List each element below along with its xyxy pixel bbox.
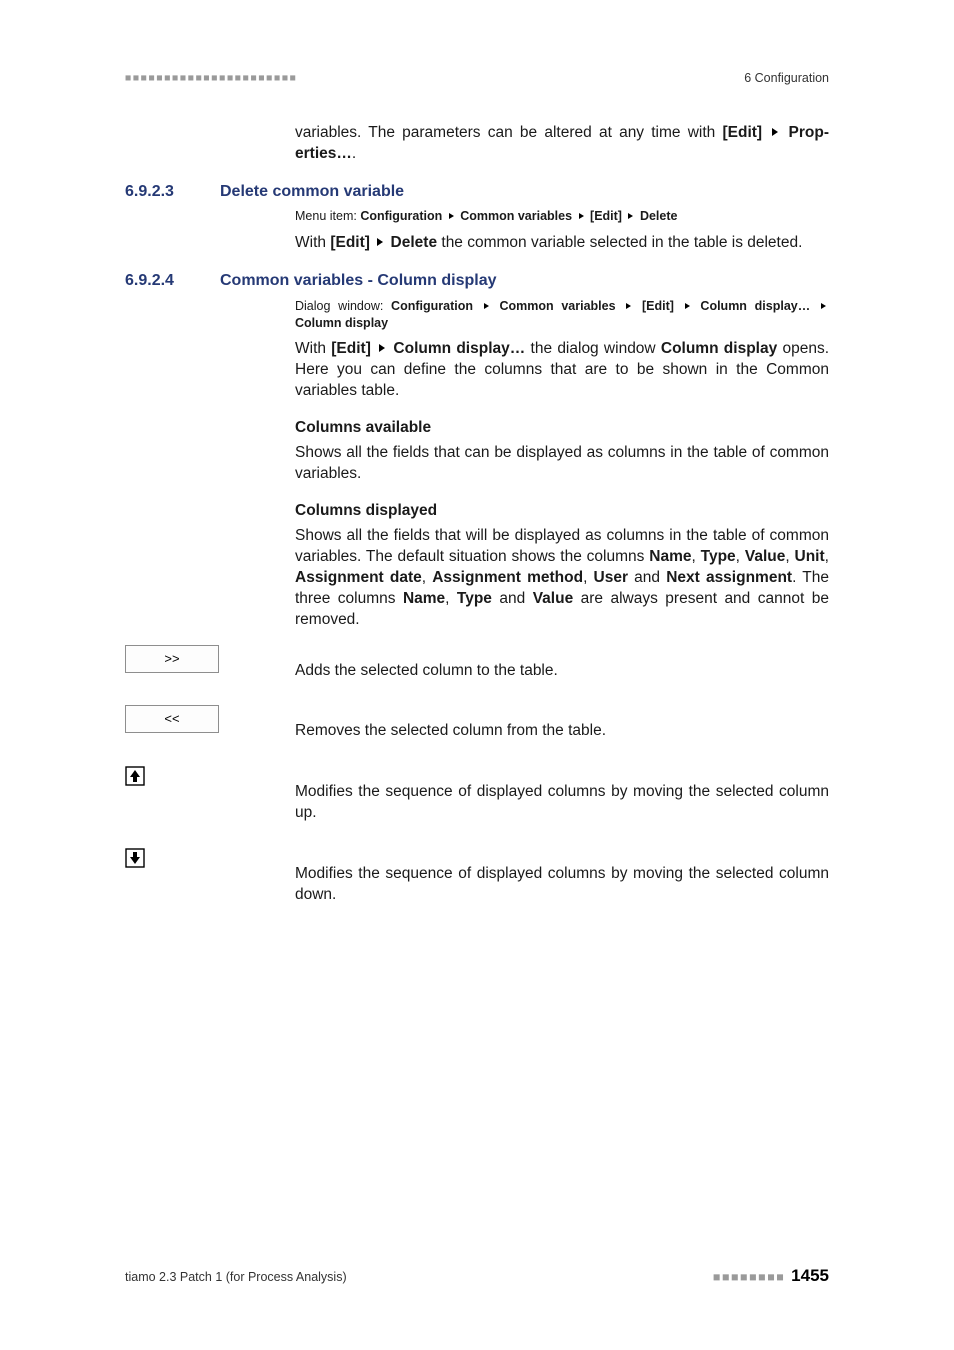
arrow-icon — [772, 128, 778, 136]
menu-item: [Edit] — [590, 209, 622, 223]
add-column-desc: Adds the selected column to the table. — [295, 661, 829, 682]
section-6-9-2-4-heading: 6.9.2.4 Common variables - Column displa… — [125, 270, 829, 292]
dialog-path: Dialog window: Configuration Common vari… — [295, 298, 829, 332]
dlg-pre: Dialog window: — [295, 299, 391, 313]
col-assignment-date: Assignment date — [295, 569, 422, 586]
menu-item: Delete — [640, 209, 678, 223]
intro-edit: [Edit] — [723, 124, 763, 141]
arrow-icon — [377, 238, 383, 246]
footer-marks: ■■■■■■■■ — [713, 1270, 785, 1284]
column-display-label: Column display — [661, 340, 777, 357]
intro-tail: . — [352, 145, 356, 162]
footer-right: ■■■■■■■■ 1455 — [713, 1265, 829, 1288]
dlg-item: Configuration — [391, 299, 473, 313]
page-footer: tiamo 2.3 Patch 1 (for Process Analysis)… — [125, 1265, 829, 1288]
dlg-item: Column display — [295, 316, 388, 330]
page-number: 1455 — [791, 1266, 829, 1285]
arrow-icon — [484, 303, 489, 309]
intro-text: variables. The parameters can be altered… — [295, 124, 723, 141]
move-down-icon[interactable] — [125, 848, 145, 868]
arrow-icon — [579, 213, 584, 219]
header-chapter: 6 Configuration — [744, 70, 829, 87]
columns-available-paragraph: Shows all the fields that can be display… — [295, 443, 829, 485]
col-assignment-method: Assignment method — [432, 569, 583, 586]
edit-label: [Edit] — [330, 234, 370, 251]
section-title: Delete common variable — [220, 181, 404, 203]
column-display-label: Column display… — [393, 340, 525, 357]
col-unit: Unit — [795, 548, 825, 565]
col-value: Value — [745, 548, 786, 565]
dlg-item: Common variables — [499, 299, 615, 313]
columns-displayed-paragraph: Shows all the fields that will be displa… — [295, 526, 829, 631]
remove-column-button[interactable]: << — [125, 705, 219, 733]
section-number: 6.9.2.4 — [125, 270, 220, 292]
edit-label: [Edit] — [331, 340, 371, 357]
header-marks: ■■■■■■■■■■■■■■■■■■■■■■ — [125, 71, 298, 85]
add-column-button[interactable]: >> — [125, 645, 219, 673]
arrow-icon — [379, 344, 385, 352]
move-up-icon[interactable] — [125, 766, 145, 786]
menu-pre: Menu item: — [295, 209, 360, 223]
arrow-icon — [685, 303, 690, 309]
page-header: ■■■■■■■■■■■■■■■■■■■■■■ 6 Configuration — [125, 70, 829, 87]
menu-path: Menu item: Configuration Common variable… — [295, 208, 829, 225]
txt: the common variable selected in the tabl… — [437, 234, 802, 251]
col-name: Name — [649, 548, 691, 565]
move-up-desc: Modifies the sequence of displayed colum… — [295, 782, 829, 824]
columns-displayed-heading: Columns displayed — [295, 501, 829, 522]
menu-item: Common variables — [460, 209, 572, 223]
section-title: Common variables - Column display — [220, 270, 497, 292]
section-number: 6.9.2.3 — [125, 181, 220, 203]
delete-paragraph: With [Edit] Delete the common variable s… — [295, 233, 829, 254]
delete-label: Delete — [391, 234, 438, 251]
dlg-item: [Edit] — [642, 299, 674, 313]
txt: and — [492, 590, 533, 607]
col-user: User — [594, 569, 628, 586]
intro-sp — [762, 124, 769, 141]
col-type: Type — [457, 590, 492, 607]
menu-item: Configuration — [360, 209, 442, 223]
move-down-desc: Modifies the sequence of displayed colum… — [295, 864, 829, 906]
dlg-item: Column dis­play… — [700, 299, 810, 313]
columns-available-heading: Columns available — [295, 418, 829, 439]
arrow-icon — [449, 213, 454, 219]
column-display-paragraph: With [Edit] Column display… the dialog w… — [295, 339, 829, 402]
section-6-9-2-3-heading: 6.9.2.3 Delete common variable — [125, 181, 829, 203]
txt: the dialog window — [525, 340, 661, 357]
arrow-icon — [821, 303, 826, 309]
col-type: Type — [701, 548, 736, 565]
col-value: Value — [533, 590, 574, 607]
arrow-icon — [626, 303, 631, 309]
arrow-icon — [628, 213, 633, 219]
remove-column-desc: Removes the selected column from the tab… — [295, 721, 829, 742]
col-next-assignment: Next assignment — [666, 569, 792, 586]
col-name: Name — [403, 590, 445, 607]
footer-product: tiamo 2.3 Patch 1 (for Process Analysis) — [125, 1269, 347, 1286]
txt: With — [295, 234, 330, 251]
txt: With — [295, 340, 331, 357]
intro-paragraph: variables. The parameters can be altered… — [295, 123, 829, 165]
